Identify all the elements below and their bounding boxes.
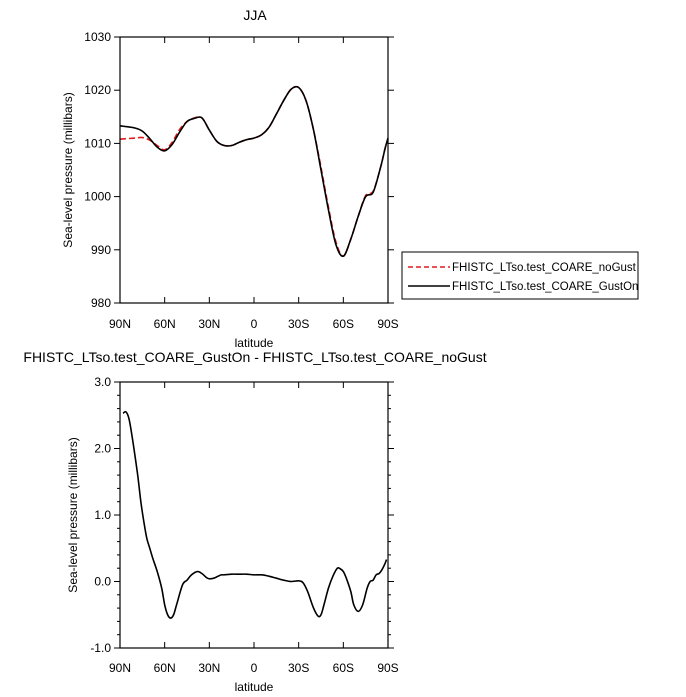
y-tick-label: 990: [91, 243, 111, 257]
y-tick-label: 1000: [84, 190, 111, 204]
series-layer: [119, 85, 389, 258]
y-axis-label: Sea-level pressure (millibars): [61, 92, 75, 247]
x-axis-ticks: 90N 60N 30N 0 30S 60S 90S: [109, 382, 399, 675]
x-tick-label: 30S: [288, 317, 309, 331]
x-tick-label: 90N: [109, 661, 131, 675]
y-tick-label: -1.0: [90, 641, 111, 655]
x-tick-label: 30S: [288, 661, 309, 675]
y-tick-label: 1030: [84, 30, 111, 44]
difference-chart: FHISTC_LTso.test_COARE_GustOn - FHISTC_L…: [23, 349, 486, 694]
y-tick-label: 1010: [84, 136, 111, 150]
x-tick-label: 0: [251, 317, 258, 331]
chart-title: FHISTC_LTso.test_COARE_GustOn - FHISTC_L…: [23, 349, 486, 365]
y-tick-label: 1020: [84, 83, 111, 97]
x-axis-label: latitude: [235, 336, 274, 350]
x-tick-label: 90N: [109, 317, 131, 331]
x-tick-label: 30N: [198, 661, 220, 675]
y-tick-label: 2.0: [94, 442, 111, 456]
x-tick-label: 60S: [333, 661, 354, 675]
series-line-1: [122, 410, 388, 619]
series-line-2: [119, 85, 389, 258]
x-tick-label: 90S: [377, 661, 398, 675]
y-tick-label: 3.0: [94, 375, 111, 389]
x-axis-label: latitude: [235, 680, 274, 694]
y-axis-ticks: -1.0 0.0 1.0 2.0 3.0: [90, 375, 394, 655]
y-tick-label: 980: [91, 296, 111, 310]
x-tick-label: 60N: [154, 661, 176, 675]
plot-frame: [119, 381, 389, 649]
y-tick-label: 1.0: [94, 508, 111, 522]
y-tick-label: 0.0: [94, 575, 111, 589]
x-tick-label: 60S: [333, 317, 354, 331]
x-tick-label: 0: [251, 661, 258, 675]
x-tick-label: 60N: [154, 317, 176, 331]
legend-label-nogust: FHISTC_LTso.test_COARE_noGust: [452, 262, 637, 274]
x-tick-label: 90S: [377, 317, 398, 331]
legend: FHISTC_LTso.test_COARE_noGust FHISTC_LTs…: [401, 251, 639, 300]
plot-frame: [119, 36, 389, 304]
series-line-1: [119, 85, 389, 257]
x-axis-ticks: 90N 60N 30N 0 30S 60S 90S: [109, 37, 399, 331]
x-tick-label: 30N: [198, 317, 220, 331]
pressure-chart: JJA 90N 60N 30N 0 30S 60S 90S 980 990 1000 1010 10…: [61, 7, 639, 350]
legend-box: [401, 251, 639, 300]
chart-title: JJA: [243, 7, 267, 23]
series-layer: [122, 410, 388, 619]
y-axis-ticks: 980 990 1000 1010 1020 1030: [84, 30, 394, 310]
legend-label-guston: FHISTC_LTso.test_COARE_GustOn: [452, 281, 638, 293]
y-axis-label: Sea-level pressure (millibars): [66, 437, 80, 592]
